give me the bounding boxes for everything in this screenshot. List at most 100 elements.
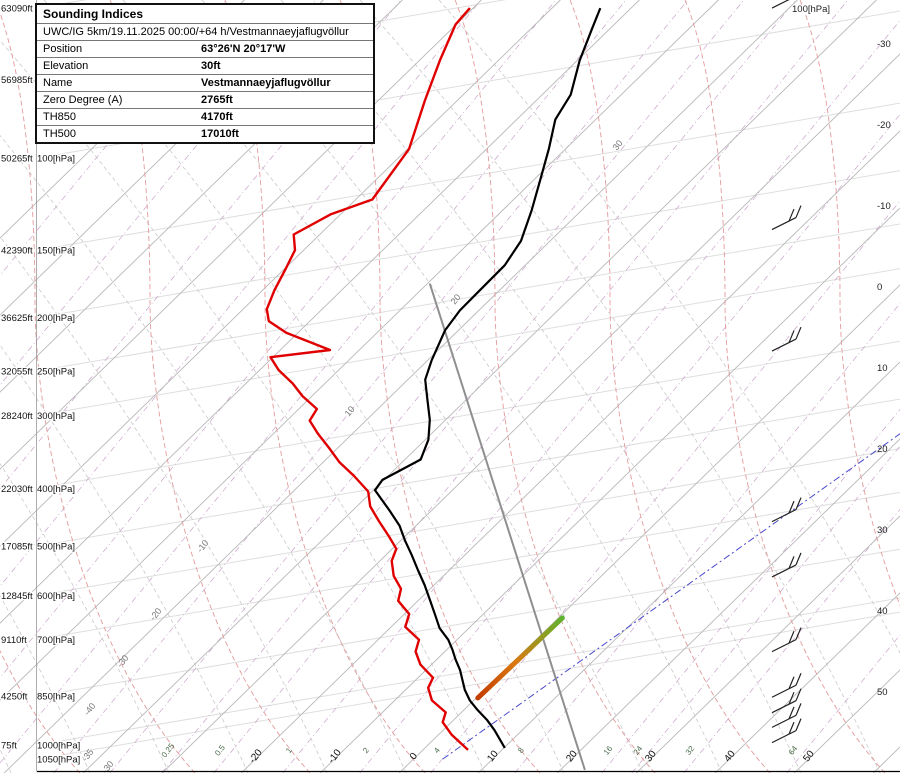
row-label: TH850 — [43, 110, 77, 123]
wind-barb — [771, 718, 802, 744]
panel-row-th500: TH500 17010ft — [37, 125, 373, 142]
svg-text:-30: -30 — [877, 39, 891, 50]
svg-text:1000[hPa]: 1000[hPa] — [37, 741, 80, 752]
lcl-mixing-line — [442, 433, 900, 760]
svg-text:2: 2 — [361, 746, 371, 755]
svg-text:200[hPa]: 200[hPa] — [37, 313, 75, 324]
isobar-gridlines — [36, 0, 900, 760]
svg-text:4: 4 — [432, 746, 442, 755]
panel-row-zero-degree: Zero Degree (A) 2765ft — [37, 91, 373, 108]
svg-text:75ft: 75ft — [1, 741, 17, 752]
parcel-curve — [428, 283, 586, 771]
wind-barb — [771, 497, 802, 523]
svg-text:40: 40 — [877, 606, 888, 617]
svg-text:8: 8 — [516, 746, 526, 755]
svg-text:100[hPa]: 100[hPa] — [792, 4, 830, 15]
svg-text:24: 24 — [632, 744, 645, 757]
svg-text:56985ft: 56985ft — [1, 75, 33, 86]
wind-barb — [771, 552, 802, 578]
svg-text:300[hPa]: 300[hPa] — [37, 411, 75, 422]
temperature-curve[interactable] — [373, 7, 602, 749]
svg-text:20: 20 — [877, 444, 888, 455]
row-value: 63°26'N 20°17'W — [201, 42, 286, 55]
svg-text:0.5: 0.5 — [213, 743, 227, 758]
pressure-axis-labels: 100[hPa] 150[hPa] 200[hPa] 250[hPa] 300[hPa]… — [36, 152, 82, 767]
svg-text:-40: -40 — [82, 701, 98, 717]
svg-text:9110ft: 9110ft — [1, 635, 27, 646]
svg-text:-30: -30 — [115, 653, 131, 669]
svg-text:0: 0 — [408, 751, 420, 763]
row-value: 4170ft — [201, 110, 233, 123]
wind-barb — [771, 673, 802, 698]
svg-text:50265ft: 50265ft — [1, 154, 33, 165]
svg-text:30: 30 — [643, 748, 659, 764]
svg-text:63090ft: 63090ft — [1, 4, 33, 15]
svg-text:-20: -20 — [877, 120, 891, 131]
wind-barbs — [771, 0, 802, 744]
svg-text:22030ft: 22030ft — [1, 484, 33, 495]
svg-text:10: 10 — [877, 363, 888, 374]
wind-barb — [771, 205, 802, 231]
svg-text:600[hPa]: 600[hPa] — [37, 591, 75, 602]
row-label: Name — [43, 76, 73, 89]
svg-text:32: 32 — [684, 744, 697, 757]
svg-text:50: 50 — [877, 687, 888, 698]
svg-text:50: 50 — [801, 748, 817, 764]
cape-segment — [475, 615, 565, 701]
svg-text:30: 30 — [877, 525, 888, 536]
svg-text:400[hPa]: 400[hPa] — [37, 484, 75, 495]
panel-title: Sounding Indices — [43, 7, 144, 21]
svg-text:42390ft: 42390ft — [1, 246, 33, 257]
svg-text:20: 20 — [564, 748, 580, 764]
temp-axis-labels: -20 -10 0 10 20 30 40 50 — [247, 747, 817, 766]
svg-text:32055ft: 32055ft — [1, 367, 33, 378]
svg-text:10: 10 — [485, 748, 501, 764]
svg-text:17085ft: 17085ft — [1, 542, 33, 553]
svg-text:16: 16 — [602, 744, 615, 757]
wind-barb — [771, 703, 802, 728]
svg-text:500[hPa]: 500[hPa] — [37, 542, 75, 553]
altitude-axis-labels: 63090ft 56985ft 50265ft 42390ft 36625ft 32055… — [0, 2, 34, 752]
panel-row-th850: TH850 4170ft — [37, 108, 373, 125]
svg-text:1050[hPa]: 1050[hPa] — [37, 755, 80, 766]
wind-barb — [771, 627, 802, 653]
svg-text:150[hPa]: 150[hPa] — [37, 246, 75, 257]
panel-row-run: UWC/IG 5km/19.11.2025 00:00/+64 h/Vestma… — [37, 23, 373, 40]
row-value: Vestmannaeyjaflugvöllur — [201, 76, 331, 89]
svg-text:-10: -10 — [195, 538, 211, 554]
wind-barb — [771, 688, 802, 714]
row-label: Position — [43, 42, 83, 55]
svg-text:10: 10 — [343, 404, 357, 418]
svg-text:0: 0 — [877, 282, 882, 293]
svg-text:250[hPa]: 250[hPa] — [37, 367, 75, 378]
svg-text:28240ft: 28240ft — [1, 411, 33, 422]
svg-text:36625ft: 36625ft — [1, 313, 33, 324]
svg-text:20: 20 — [449, 292, 463, 306]
panel-row-name: Name Vestmannaeyjaflugvöllur — [37, 74, 373, 91]
svg-text:100[hPa]: 100[hPa] — [37, 154, 75, 165]
svg-text:700[hPa]: 700[hPa] — [37, 635, 75, 646]
svg-text:0.25: 0.25 — [160, 741, 177, 759]
svg-text:-10: -10 — [877, 201, 891, 212]
svg-text:850[hPa]: 850[hPa] — [37, 692, 75, 703]
panel-row-position: Position 63°26'N 20°17'W — [37, 40, 373, 57]
wind-barb — [771, 0, 790, 9]
right-axis-temp-labels: -30 -20 -10 0 10 20 30 40 50 — [877, 39, 891, 698]
panel-row-elevation: Elevation 30ft — [37, 57, 373, 74]
top-right-pressure-label: 100[hPa] — [791, 3, 832, 17]
row-value: 17010ft — [201, 127, 239, 140]
row-label: Elevation — [43, 59, 89, 72]
dewpoint-curve[interactable] — [265, 7, 471, 751]
svg-text:12845ft: 12845ft — [1, 591, 33, 602]
svg-text:4250ft: 4250ft — [1, 692, 28, 703]
row-label: TH500 — [43, 127, 77, 140]
row-value: 2765ft — [201, 93, 233, 106]
wind-barb — [771, 326, 802, 352]
svg-text:30: 30 — [611, 138, 625, 152]
svg-text:-20: -20 — [247, 747, 265, 766]
row-value: 30ft — [201, 59, 221, 72]
